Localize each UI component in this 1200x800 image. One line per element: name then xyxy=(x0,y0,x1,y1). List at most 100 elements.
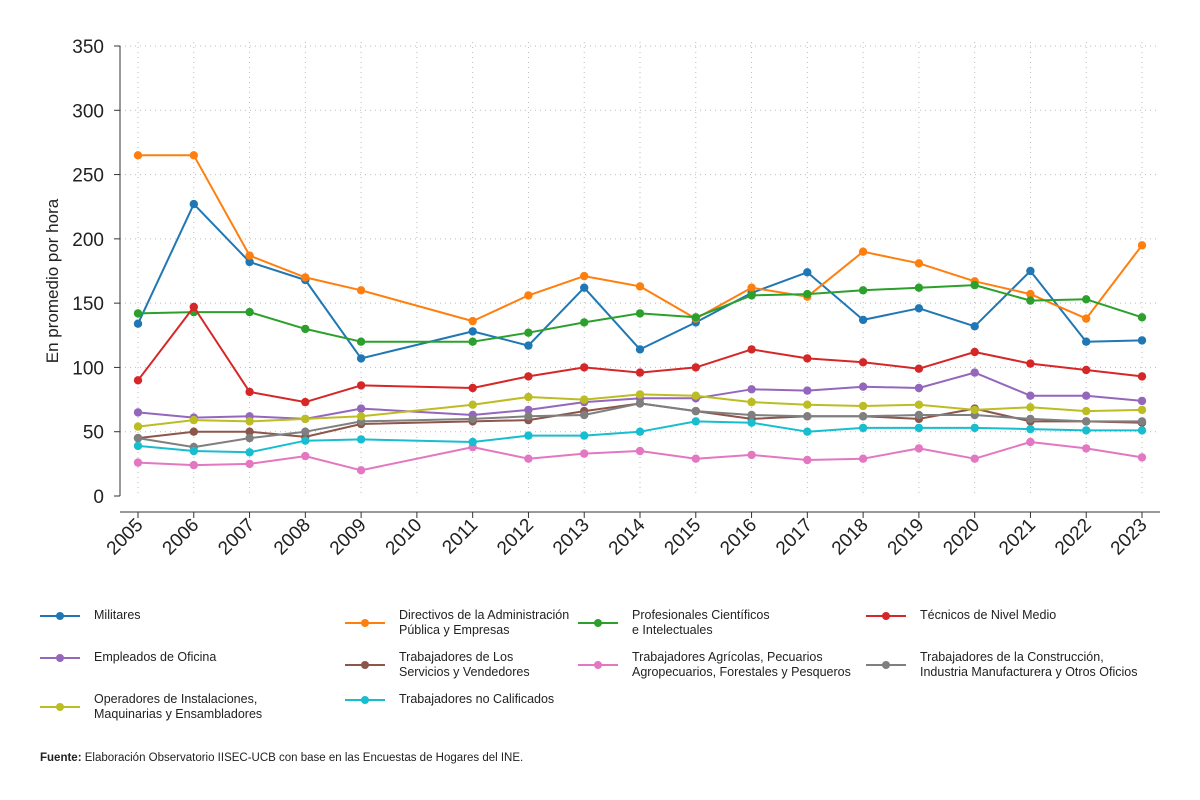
data-point xyxy=(133,458,143,467)
data-point xyxy=(803,268,812,277)
data-point xyxy=(635,282,645,291)
data-point xyxy=(356,435,366,444)
data-point xyxy=(133,433,143,443)
data-point xyxy=(524,454,533,463)
data-point xyxy=(691,313,700,322)
data-point xyxy=(524,328,533,337)
x-tick-label: 2016 xyxy=(716,515,761,560)
series-line xyxy=(137,203,1143,360)
series-line xyxy=(137,441,1143,472)
data-point xyxy=(691,417,700,426)
source-label: Fuente: xyxy=(40,752,82,764)
data-point xyxy=(356,337,366,346)
data-point xyxy=(747,345,756,354)
data-point xyxy=(356,466,366,475)
data-point xyxy=(635,368,645,377)
data-point xyxy=(524,405,533,415)
x-tick-label: 2009 xyxy=(326,515,371,560)
data-point xyxy=(970,280,979,290)
legend-swatch xyxy=(578,659,618,671)
data-point xyxy=(1026,289,1035,299)
data-point xyxy=(635,390,645,399)
data-point xyxy=(858,412,868,421)
data-point xyxy=(189,446,198,456)
data-point xyxy=(580,283,589,292)
data-point xyxy=(1082,417,1091,426)
data-point xyxy=(245,427,254,436)
data-point xyxy=(1082,444,1091,453)
legend-swatch xyxy=(40,610,80,622)
legend-label: Empleados de Oficina xyxy=(94,650,217,664)
data-point xyxy=(858,286,868,295)
data-point xyxy=(635,309,645,318)
x-tick-label: 2014 xyxy=(605,514,650,559)
data-point xyxy=(747,450,756,460)
data-point xyxy=(635,427,645,436)
legend-label: Operadores de Instalaciones, Maquinarias… xyxy=(94,692,263,721)
data-point xyxy=(858,423,868,433)
x-tick-label: 2023 xyxy=(1107,515,1152,560)
x-tick-label: 2012 xyxy=(493,515,538,560)
data-point xyxy=(580,318,589,327)
legend-label: Trabajadores no Calificados xyxy=(399,692,555,706)
y-tick-label: 100 xyxy=(72,358,104,379)
data-point xyxy=(914,444,924,453)
legend-item: Militares xyxy=(40,608,141,623)
data-point xyxy=(803,455,812,465)
data-point xyxy=(914,364,924,373)
legend-swatch xyxy=(345,659,385,671)
legend-label: Profesionales Científicos e Intelectuale… xyxy=(632,608,770,637)
data-point xyxy=(580,449,589,458)
x-tick-label: 2013 xyxy=(549,515,594,560)
data-point xyxy=(1026,424,1035,434)
series-3 xyxy=(133,280,1147,346)
x-tick-label: 2018 xyxy=(828,515,873,560)
series-line xyxy=(137,306,1143,404)
legend-item: Directivos de la Administración Pública … xyxy=(345,608,569,638)
data-point xyxy=(133,151,143,160)
data-point xyxy=(245,417,254,426)
data-point xyxy=(1137,405,1147,415)
legend-item: Trabajadores Agrícolas, Pecuarios Agrope… xyxy=(578,650,851,680)
data-point xyxy=(189,302,198,312)
data-point xyxy=(468,316,477,326)
y-axis-label: En promedio por hora xyxy=(43,198,62,363)
legend-item: Trabajadores no Calificados xyxy=(345,692,554,707)
x-tick-label: 2006 xyxy=(159,515,204,560)
data-point xyxy=(803,289,812,299)
data-point xyxy=(691,454,700,463)
legend-item: Empleados de Oficina xyxy=(40,650,216,665)
data-point xyxy=(468,383,477,393)
data-point xyxy=(858,358,868,367)
data-point xyxy=(245,257,254,267)
data-point xyxy=(356,381,366,390)
data-point xyxy=(301,397,310,407)
legend-swatch xyxy=(40,652,80,664)
legend-label: Militares xyxy=(94,608,141,622)
legend-label: Trabajadores Agrícolas, Pecuarios Agrope… xyxy=(632,650,851,679)
data-point xyxy=(245,459,254,469)
data-point xyxy=(635,345,645,354)
data-point xyxy=(691,363,700,372)
data-point xyxy=(245,307,254,317)
data-point xyxy=(970,347,979,357)
legend-swatch xyxy=(345,694,385,706)
data-point xyxy=(580,431,589,440)
data-point xyxy=(858,454,868,463)
series-8 xyxy=(133,399,1147,452)
x-tick-label: 2007 xyxy=(214,515,259,560)
y-tick-label: 50 xyxy=(83,423,104,444)
series-line xyxy=(137,284,1143,343)
data-point xyxy=(635,446,645,456)
data-point xyxy=(803,427,812,436)
x-tick-label: 2015 xyxy=(661,515,706,560)
data-point xyxy=(858,247,868,256)
data-point xyxy=(524,431,533,440)
data-point xyxy=(189,199,198,209)
legend-label: Técnicos de Nivel Medio xyxy=(920,608,1057,622)
legend-swatch xyxy=(866,659,906,671)
data-point xyxy=(803,412,812,421)
data-point xyxy=(970,423,979,433)
data-point xyxy=(747,418,756,427)
data-point xyxy=(747,291,756,300)
